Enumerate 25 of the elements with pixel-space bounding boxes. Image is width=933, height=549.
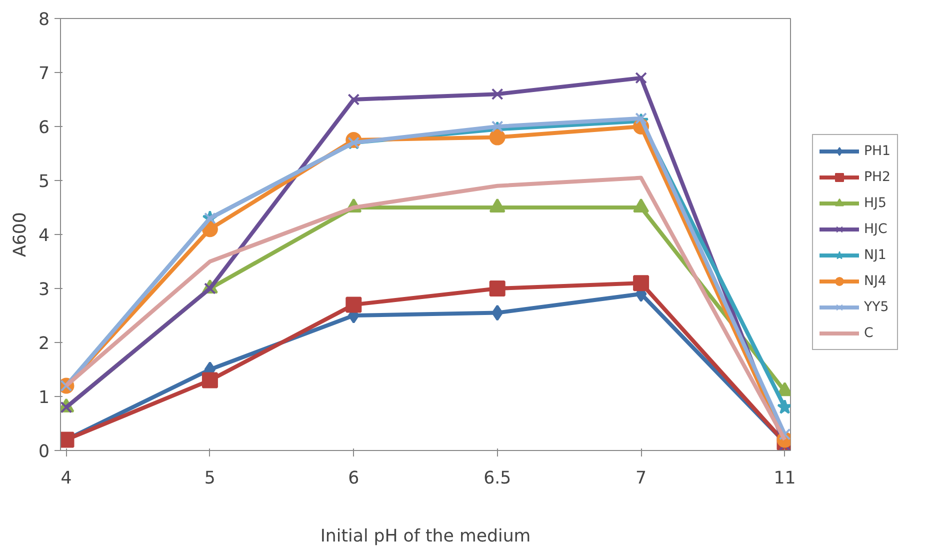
y-tick-label: 4 bbox=[38, 226, 50, 246]
legend-label: NJ4 bbox=[864, 272, 886, 290]
y-tick-label: 8 bbox=[38, 10, 50, 30]
x-tick-label: 6 bbox=[348, 468, 360, 488]
y-tick-label: 0 bbox=[38, 442, 50, 462]
legend-label: NJ1 bbox=[864, 246, 886, 264]
legend-label: HJC bbox=[864, 220, 888, 238]
x-tick-label: 6.5 bbox=[484, 468, 512, 488]
y-tick-label: 6 bbox=[38, 118, 50, 138]
y-tick-label: 7 bbox=[38, 64, 50, 84]
x-tick-label: 11 bbox=[774, 468, 796, 488]
y-tick-label: 2 bbox=[38, 334, 50, 354]
legend-label: PH2 bbox=[864, 168, 891, 186]
x-axis-title: Initial pH of the medium bbox=[320, 526, 531, 546]
y-tick-label: 5 bbox=[38, 172, 50, 192]
legend-label: HJ5 bbox=[864, 194, 886, 212]
y-tick-label: 3 bbox=[38, 280, 50, 300]
y-tick-label: 1 bbox=[38, 388, 50, 408]
y-axis-title: A600 bbox=[10, 212, 30, 257]
legend-label: PH1 bbox=[864, 142, 891, 160]
legend-label: C bbox=[864, 324, 874, 342]
legend-label: YY5 bbox=[864, 298, 889, 316]
x-tick-label: 4 bbox=[60, 468, 72, 488]
x-tick-label: 5 bbox=[204, 468, 216, 488]
x-tick-label: 7 bbox=[636, 468, 647, 488]
